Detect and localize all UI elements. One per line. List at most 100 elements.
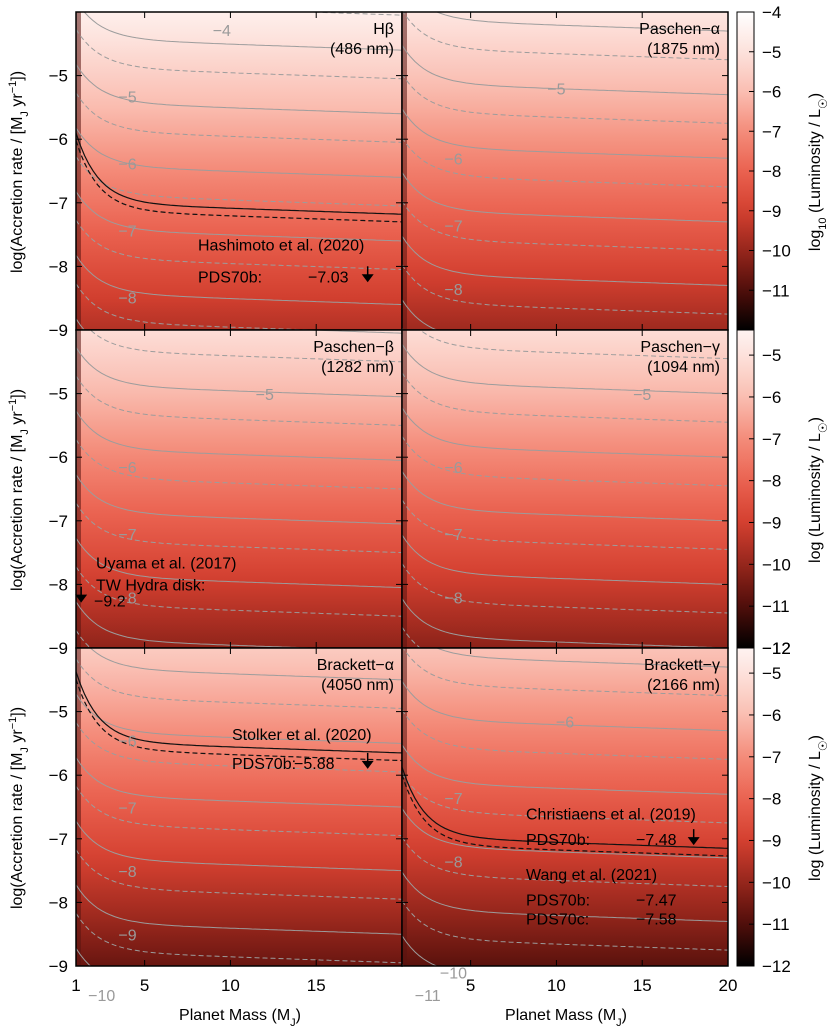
- contour-line: [402, 172, 728, 223]
- colorbar-1: −4 −5 −6 −7 −8 −9 −10 −11: [736, 3, 791, 331]
- colorbar-tick-label: −6: [762, 388, 781, 407]
- contour-line: [402, 680, 728, 732]
- colorbar-tick-label: −8: [762, 790, 781, 809]
- contour-label: −10: [440, 966, 467, 983]
- panel-line-label: Paschen−β: [313, 339, 394, 356]
- observation-line-dashed: [402, 774, 728, 857]
- entry-label: PDS70b:: [526, 893, 590, 910]
- colorbars-group: −4−5−6−7−8−9−10−11−5−6−7−8−9−10−11−12−5−…: [736, 3, 791, 976]
- panel-line-label: Paschen−γ: [640, 339, 720, 356]
- colorbar-tick-label: −10: [762, 873, 791, 892]
- contour-line: [402, 200, 728, 251]
- contour-line: [402, 709, 728, 760]
- contour-label: −11: [415, 988, 441, 1005]
- colorbar-tick-label: −11: [762, 915, 790, 934]
- panel-4: [402, 330, 728, 648]
- panel-wavelength-label: (486 nm): [330, 41, 394, 58]
- colorbar-tick-label: −10: [762, 555, 791, 574]
- contour-line: [402, 108, 728, 159]
- contour-line: [76, 913, 402, 964]
- contour-line: [76, 722, 402, 773]
- panel-wavelength-label: (2166 nm): [647, 677, 720, 694]
- entry-label: PDS70c:: [526, 912, 589, 929]
- panel-frame: [401, 647, 729, 967]
- panel-6: [402, 648, 728, 966]
- contour-line: [76, 849, 402, 900]
- x-tick-label: 10: [221, 976, 240, 995]
- contour-label: −8: [444, 590, 462, 607]
- contour-line: [76, 502, 402, 554]
- upper-limit-arrow-head: [75, 594, 88, 603]
- contour-line: [76, 92, 402, 143]
- contour-label: −5: [547, 82, 565, 99]
- contour-line: [76, 658, 402, 709]
- contour-line: [89, 648, 402, 681]
- contour-label: −7: [118, 527, 136, 544]
- upper-limit-arrow-head: [361, 760, 374, 769]
- entry-value: −7.58: [636, 912, 677, 929]
- heatmap-edge: [76, 330, 81, 648]
- contour-line: [76, 820, 402, 872]
- observation-line: [76, 671, 402, 754]
- y-tick-label: −6: [49, 130, 68, 149]
- contour-line: [402, 626, 422, 648]
- contour-label: −7: [444, 527, 462, 544]
- panel-5: [76, 648, 402, 966]
- y-tick-label: −6: [49, 766, 68, 785]
- contour-line: [402, 773, 728, 824]
- colorbar-tick-label: −11: [762, 597, 790, 616]
- x-tick-label: 20: [719, 976, 738, 995]
- contour-label: −7: [444, 218, 462, 235]
- entry-value: −7.47: [636, 893, 677, 910]
- x-tick-label: 1: [71, 976, 80, 995]
- contour-label: −6: [118, 460, 136, 477]
- contour-label: −9: [118, 928, 136, 945]
- y-tick-label: −7: [49, 512, 68, 531]
- contour-line: [402, 436, 728, 487]
- heatmap-panel-6: [402, 648, 728, 966]
- contour-label: −8: [444, 854, 462, 871]
- observation-line-dashed: [76, 140, 402, 223]
- contour-label: −6: [556, 715, 574, 732]
- contour-label: −8: [118, 590, 136, 607]
- heatmap-panel-4: [402, 330, 728, 648]
- x-tick-label: 5: [466, 976, 475, 995]
- contour-label: −6: [118, 157, 136, 174]
- annotation: Wang et al. (2021): [526, 867, 657, 884]
- heatmap-panel-5: [76, 648, 402, 966]
- contour-line: [76, 439, 402, 490]
- contour-line: [76, 375, 402, 426]
- contour-line: [76, 64, 402, 115]
- contour-line: [402, 137, 728, 188]
- contour-line: [402, 343, 728, 395]
- contour-line: [76, 29, 402, 80]
- colorbar-tick-label: −5: [762, 664, 781, 683]
- colorbar-tick-label: −12: [762, 639, 791, 658]
- y-axis-label-row2: log(Accretion rate / [MJ yr−1]): [7, 389, 31, 591]
- contour-label: −8: [118, 290, 136, 307]
- heatmap-edge: [402, 648, 407, 966]
- y-tick-label: −5: [49, 703, 68, 722]
- contour-line: [296, 330, 402, 334]
- contour-line: [402, 563, 728, 614]
- annotation: Hashimoto et al. (2020): [198, 238, 364, 255]
- panel-2: [402, 12, 728, 330]
- entry-label: PDS70b:: [198, 269, 262, 286]
- panel-line-label: Brackett−α: [317, 657, 394, 674]
- contour-line: [89, 330, 402, 363]
- contour-label: −5: [256, 387, 274, 404]
- x-tick-label: 15: [633, 976, 652, 995]
- colorbar-tick-label: −5: [762, 346, 781, 365]
- contour-label: −8: [118, 864, 136, 881]
- observation-line-dashed: [76, 679, 402, 762]
- contour-line: [76, 347, 402, 398]
- colorbar-gradient: [736, 647, 755, 967]
- contour-line: [402, 744, 728, 795]
- heatmap-edge: [402, 12, 407, 330]
- entry-value: −5.88: [294, 756, 335, 773]
- heatmap-edge: [76, 12, 81, 330]
- upper-limit-arrow-head: [361, 274, 374, 283]
- y-tick-label: −9: [49, 321, 68, 340]
- upper-limit-arrow-head: [687, 837, 700, 846]
- contour-line: [76, 630, 92, 648]
